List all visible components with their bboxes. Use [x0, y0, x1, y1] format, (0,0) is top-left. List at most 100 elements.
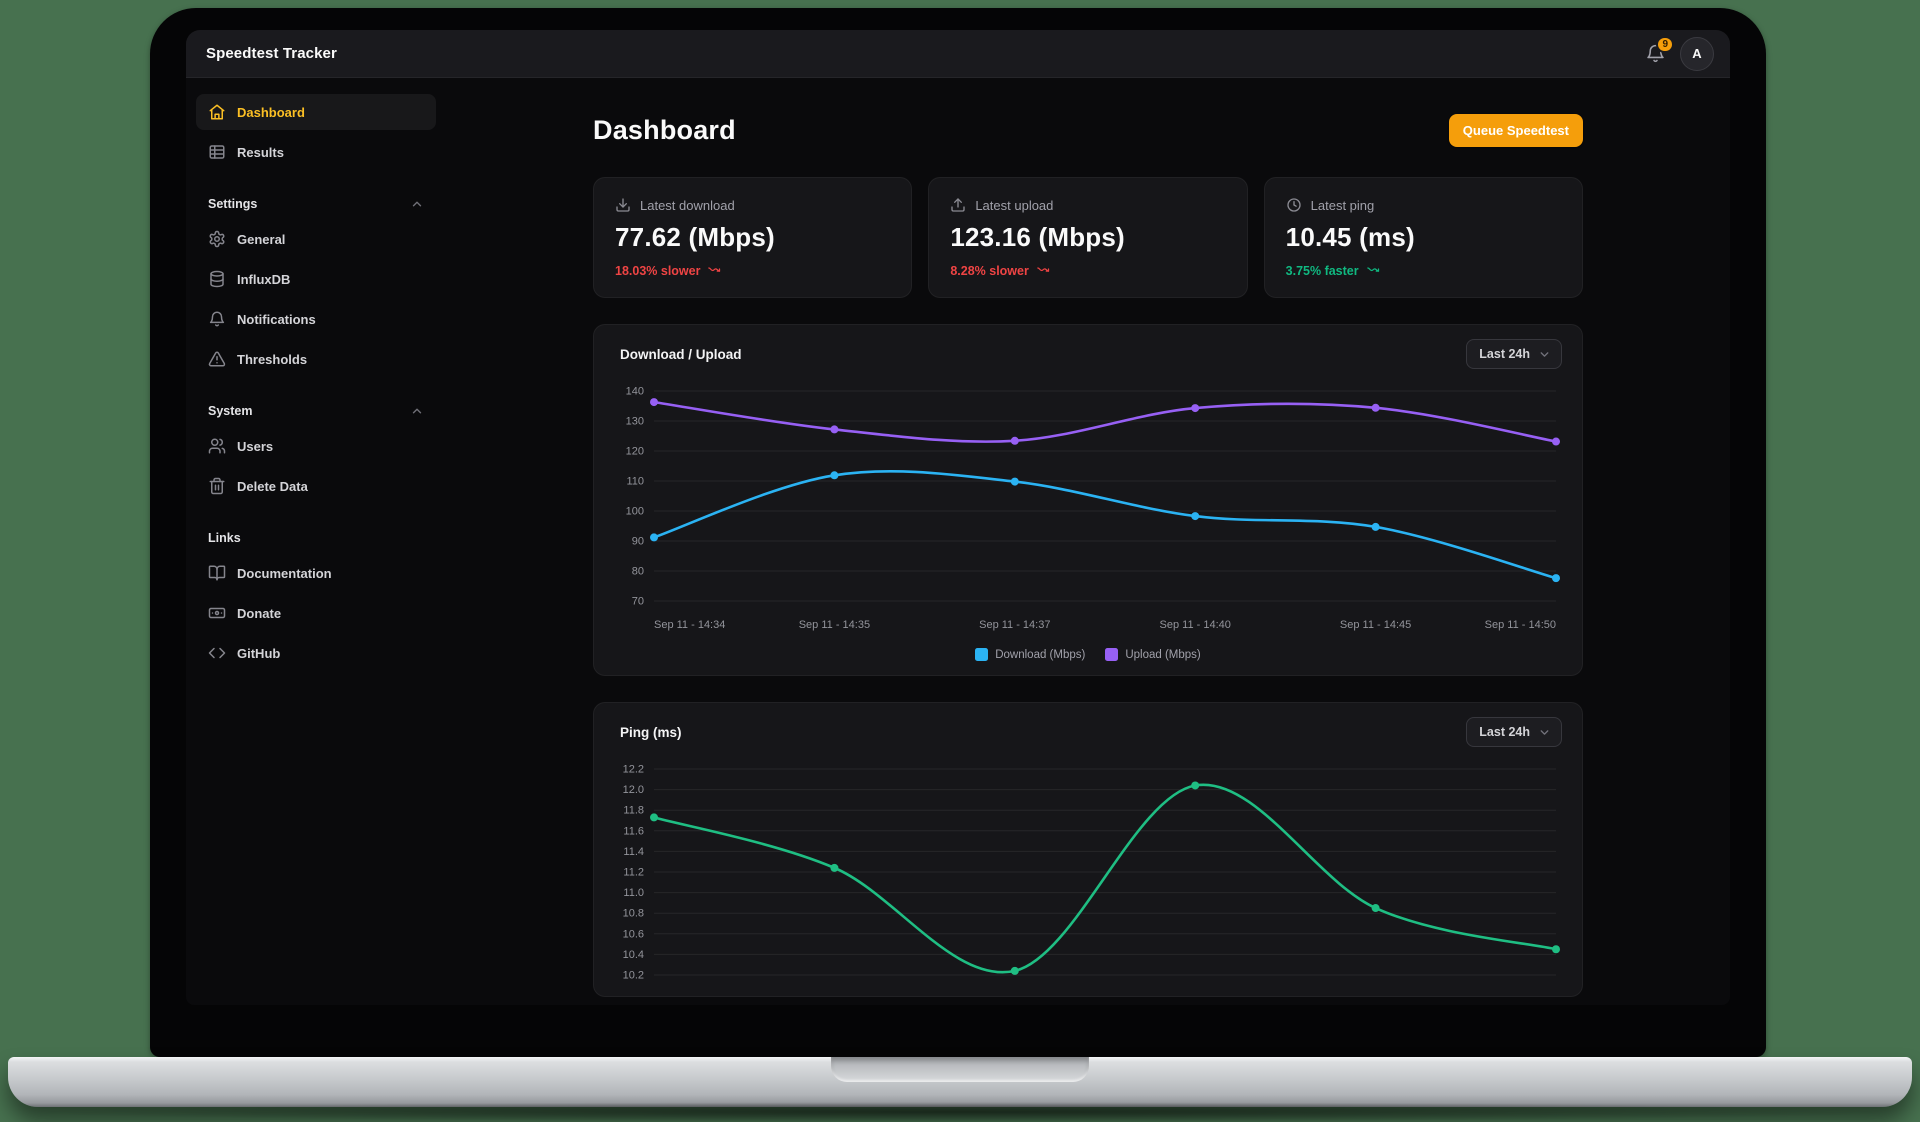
laptop-base	[8, 1057, 1912, 1107]
legend-swatch	[1105, 648, 1119, 661]
stat-card-latest-ping: Latest ping 10.45 (ms) 3.75% faster	[1263, 177, 1583, 298]
alert-triangle-icon	[208, 351, 226, 367]
svg-text:11.4: 11.4	[623, 846, 644, 858]
time-range-value: Last 24h	[1479, 725, 1530, 739]
clock-icon	[1286, 198, 1301, 212]
page-title: Dashboard	[593, 115, 736, 145]
sidebar-item-donate[interactable]: Donate	[196, 595, 436, 631]
app-body: Dashboard Results Settings General	[186, 78, 1730, 1005]
svg-text:80: 80	[632, 566, 644, 578]
svg-text:10.2: 10.2	[623, 970, 644, 982]
sidebar-section-system[interactable]: System	[196, 404, 436, 418]
svg-text:130: 130	[626, 416, 644, 428]
code-icon	[208, 647, 226, 659]
svg-text:Sep 11 - 14:50: Sep 11 - 14:50	[1485, 619, 1556, 631]
stat-delta-text: 3.75% faster	[1285, 263, 1359, 278]
chart-legend: Download (Mbps) Upload (Mbps)	[596, 646, 1580, 675]
sidebar-item-results[interactable]: Results	[196, 134, 436, 170]
svg-text:70: 70	[632, 596, 644, 608]
trending-down-icon	[708, 267, 721, 272]
stat-delta: 3.75% faster	[1286, 263, 1561, 278]
sidebar: Dashboard Results Settings General	[186, 78, 446, 1005]
sidebar-item-label: Thresholds	[237, 351, 308, 367]
sidebar-item-notifications[interactable]: Notifications	[196, 301, 436, 337]
trending-down-icon	[1366, 267, 1379, 272]
sidebar-item-delete-data[interactable]: Delete Data	[196, 468, 436, 504]
svg-text:Sep 11 - 14:40: Sep 11 - 14:40	[1160, 619, 1231, 631]
bell-icon	[1647, 44, 1664, 63]
trash-icon	[209, 477, 225, 495]
stat-delta-text: 8.28% slower	[950, 263, 1029, 278]
stat-delta-text: 18.03% slower	[615, 263, 701, 278]
time-range-select[interactable]: Last 24h	[1466, 339, 1562, 369]
ping-chart-card: Ping (ms) Last 24h 12.2 12.0 11.8 11.6 11.4 1…	[593, 702, 1583, 997]
laptop-screen-bezel: Speedtest Tracker 9 A Dashboard	[150, 8, 1766, 1057]
section-label: Settings	[208, 197, 258, 211]
svg-text:100: 100	[626, 506, 644, 518]
stat-delta: 18.03% slower	[615, 263, 890, 278]
upload-icon	[951, 198, 965, 212]
bell-icon	[209, 311, 225, 327]
sidebar-item-label: Donate	[237, 605, 282, 621]
sidebar-section-settings[interactable]: Settings	[196, 197, 436, 211]
home-icon	[209, 104, 225, 120]
stat-delta: 8.28% slower	[950, 263, 1225, 278]
svg-text:11.0: 11.0	[623, 887, 644, 899]
legend-swatch	[975, 648, 989, 661]
gear-icon	[209, 230, 225, 248]
sidebar-item-label: Notifications	[237, 311, 316, 327]
svg-text:Sep 11 - 14:34: Sep 11 - 14:34	[654, 619, 725, 631]
svg-text:12.2: 12.2	[623, 764, 644, 776]
svg-text:Sep 11 - 14:35: Sep 11 - 14:35	[799, 619, 870, 631]
sidebar-item-general[interactable]: General	[196, 221, 436, 257]
legend-label: Upload (Mbps)	[1125, 648, 1201, 661]
svg-text:11.2: 11.2	[623, 867, 644, 879]
line-chart-svg: 12.2 12.0 11.8 11.6 11.4 11.2 11.0 10.8 10.6 10.4…	[623, 764, 1560, 982]
sidebar-section-links: Links	[196, 531, 436, 545]
time-range-select[interactable]: Last 24h	[1466, 717, 1562, 747]
chevron-down-icon	[1540, 729, 1549, 735]
svg-text:11.6: 11.6	[623, 825, 644, 837]
svg-text:10.8: 10.8	[623, 908, 644, 920]
legend-item[interactable]: Upload (Mbps)	[1105, 648, 1201, 661]
stat-label: Latest download	[640, 197, 735, 213]
book-open-icon	[208, 565, 226, 581]
laptop-base-notch	[831, 1057, 1089, 1082]
topbar-actions: 9 A	[1645, 36, 1714, 71]
sidebar-item-label: Results	[237, 144, 284, 160]
main-area: Dashboard Queue Speedtest Latest downloa…	[446, 78, 1730, 1005]
notifications-button[interactable]: 9	[1645, 36, 1674, 64]
stat-value: 77.62 (Mbps)	[615, 222, 775, 252]
database-icon	[210, 270, 224, 288]
chevron-up-icon	[412, 408, 422, 414]
user-avatar[interactable]: A	[1680, 36, 1714, 71]
ping-chart: 12.2 12.0 11.8 11.6 11.4 11.2 11.0 10.8 10.6 10.4…	[594, 755, 1582, 996]
svg-text:90: 90	[632, 536, 644, 548]
svg-text:10.4: 10.4	[623, 949, 644, 961]
svg-text:10.6: 10.6	[623, 928, 644, 940]
legend-item[interactable]: Download (Mbps)	[975, 648, 1085, 661]
sidebar-item-users[interactable]: Users	[196, 428, 436, 464]
svg-text:110: 110	[626, 476, 644, 488]
trending-down-icon	[1037, 267, 1049, 272]
sidebar-item-github[interactable]: GitHub	[196, 635, 436, 671]
queue-speedtest-button[interactable]: Queue Speedtest	[1448, 114, 1583, 147]
users-icon	[208, 438, 226, 454]
sidebar-item-label: General	[237, 231, 286, 247]
stat-value: 10.45 (ms)	[1285, 222, 1415, 252]
svg-text:Sep 11 - 14:37: Sep 11 - 14:37	[979, 619, 1050, 631]
stat-value: 123.16 (Mbps)	[950, 222, 1125, 252]
sidebar-item-dashboard[interactable]: Dashboard	[196, 94, 436, 130]
section-label: Links	[208, 531, 241, 545]
sidebar-item-thresholds[interactable]: Thresholds	[196, 341, 436, 377]
sidebar-item-documentation[interactable]: Documentation	[196, 555, 436, 591]
app-window: Speedtest Tracker 9 A Dashboard	[186, 30, 1730, 1005]
sidebar-item-label: Dashboard	[237, 104, 305, 120]
sidebar-item-label: Users	[237, 438, 274, 454]
stat-card-latest-upload: Latest upload 123.16 (Mbps) 8.28% slower	[928, 177, 1248, 298]
chevron-down-icon	[1540, 351, 1549, 357]
sidebar-item-label: InfluxDB	[237, 271, 291, 287]
svg-text:11.8: 11.8	[623, 805, 644, 817]
page-header: Dashboard Queue Speedtest	[593, 114, 1583, 147]
sidebar-item-influxdb[interactable]: InfluxDB	[196, 261, 436, 297]
